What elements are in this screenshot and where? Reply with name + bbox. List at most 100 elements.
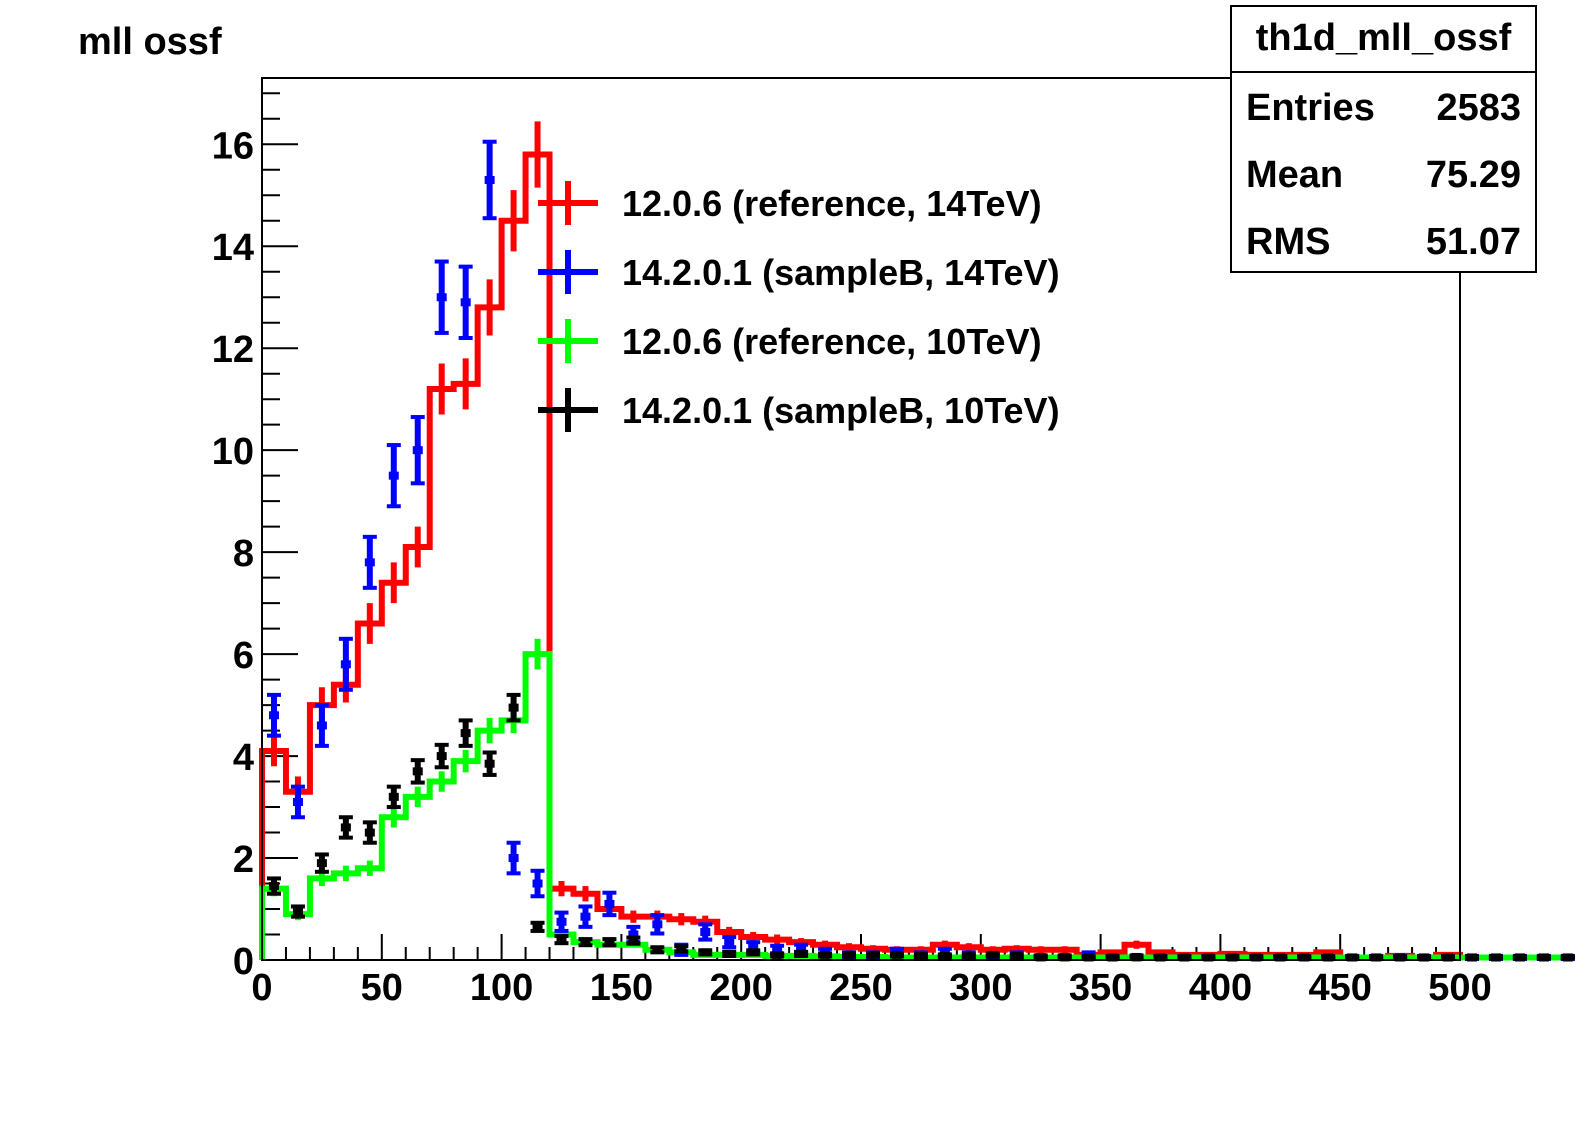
data-point xyxy=(1249,953,1264,962)
legend-label: 14.2.0.1 (sampleB, 14TeV) xyxy=(622,252,1060,293)
series-step-line xyxy=(259,651,1575,961)
marker xyxy=(460,729,471,738)
data-point xyxy=(530,868,545,899)
marker xyxy=(1155,953,1166,962)
data-point xyxy=(482,139,497,221)
marker xyxy=(364,558,375,567)
data-point xyxy=(386,784,401,810)
data-point xyxy=(434,742,449,770)
data-point xyxy=(1297,953,1312,962)
data-point xyxy=(290,904,305,919)
stats-value: 51.07 xyxy=(1426,221,1521,263)
data-point xyxy=(578,904,593,929)
data-point xyxy=(1273,953,1288,962)
legend: 12.0.6 (reference, 14TeV) 14.2.0.1 (sampl… xyxy=(538,181,1060,432)
marker xyxy=(1275,953,1286,962)
marker xyxy=(1562,953,1573,962)
x-tick-label: 350 xyxy=(1069,967,1132,1009)
data-point xyxy=(698,948,713,957)
data-point xyxy=(434,259,449,335)
marker xyxy=(1107,953,1118,962)
data-point xyxy=(842,950,857,959)
marker xyxy=(844,950,855,959)
marker xyxy=(268,711,279,720)
legend-entry: 12.0.6 (reference, 10TeV) xyxy=(538,319,1042,363)
marker xyxy=(796,944,807,953)
data-point xyxy=(1201,953,1216,962)
marker xyxy=(292,907,303,916)
x-tick-label: 50 xyxy=(361,967,403,1009)
marker xyxy=(939,951,950,960)
data-point xyxy=(674,944,689,954)
marker xyxy=(1490,953,1501,962)
marker xyxy=(652,920,663,929)
marker xyxy=(1514,953,1525,962)
data-point xyxy=(1369,953,1384,962)
data-point xyxy=(602,937,617,948)
axes: 0 50 100 150 200 250 300 350 400 450 500 0 2 4 6 8 10 12 1… xyxy=(212,92,1492,1009)
data-point xyxy=(410,415,425,486)
y-tick-label: 14 xyxy=(212,227,254,269)
marker xyxy=(724,938,735,947)
legend-label: 12.0.6 (reference, 10TeV) xyxy=(622,321,1042,362)
marker xyxy=(1179,953,1190,962)
marker xyxy=(1059,952,1070,961)
data-point xyxy=(1177,953,1192,962)
data-point xyxy=(985,950,1000,959)
data-point xyxy=(266,876,281,896)
marker xyxy=(652,945,663,954)
data-point xyxy=(554,934,569,946)
data-point xyxy=(626,935,641,946)
marker xyxy=(388,792,399,801)
marker xyxy=(1131,952,1142,961)
stats-value: 75.29 xyxy=(1426,154,1521,196)
marker xyxy=(484,759,495,768)
data-point xyxy=(1153,953,1168,962)
data-point xyxy=(506,692,521,723)
y-tick-label: 6 xyxy=(233,635,254,677)
data-point xyxy=(865,950,880,959)
data-point xyxy=(746,948,761,957)
data-point xyxy=(1441,953,1456,962)
marker xyxy=(748,948,759,957)
marker xyxy=(1251,953,1262,962)
marker xyxy=(987,950,998,959)
data-point xyxy=(410,758,425,785)
data-point xyxy=(961,951,976,960)
plot-area xyxy=(259,121,1575,962)
marker xyxy=(316,721,327,730)
data-point xyxy=(338,636,353,692)
data-point xyxy=(937,951,952,960)
marker xyxy=(676,944,687,953)
x-tick-label: 250 xyxy=(829,967,892,1009)
x-tick-label: 150 xyxy=(590,967,653,1009)
marker xyxy=(1395,953,1406,962)
marker xyxy=(508,703,519,712)
data-point xyxy=(602,890,617,918)
data-point xyxy=(770,950,785,959)
legend-entry: 14.2.0.1 (sampleB, 14TeV) xyxy=(538,250,1060,294)
marker xyxy=(604,938,615,947)
marker xyxy=(1203,953,1214,962)
marker xyxy=(700,948,711,957)
marker xyxy=(891,950,902,959)
x-tick-label: 450 xyxy=(1308,967,1371,1009)
y-tick-label: 4 xyxy=(233,737,254,779)
data-point xyxy=(722,935,737,950)
marker xyxy=(508,854,519,863)
data-point xyxy=(458,264,473,341)
marker xyxy=(1443,953,1454,962)
marker xyxy=(604,899,615,908)
data-point xyxy=(314,703,329,748)
marker xyxy=(340,660,351,669)
x-tick-label: 100 xyxy=(470,967,533,1009)
y-tick-label: 16 xyxy=(212,125,254,167)
marker xyxy=(1011,951,1022,960)
stats-label: RMS xyxy=(1246,221,1330,263)
data-point xyxy=(698,922,713,942)
stats-label: Mean xyxy=(1246,154,1343,196)
marker xyxy=(436,293,447,302)
data-point xyxy=(506,840,521,876)
data-point xyxy=(1009,951,1024,960)
